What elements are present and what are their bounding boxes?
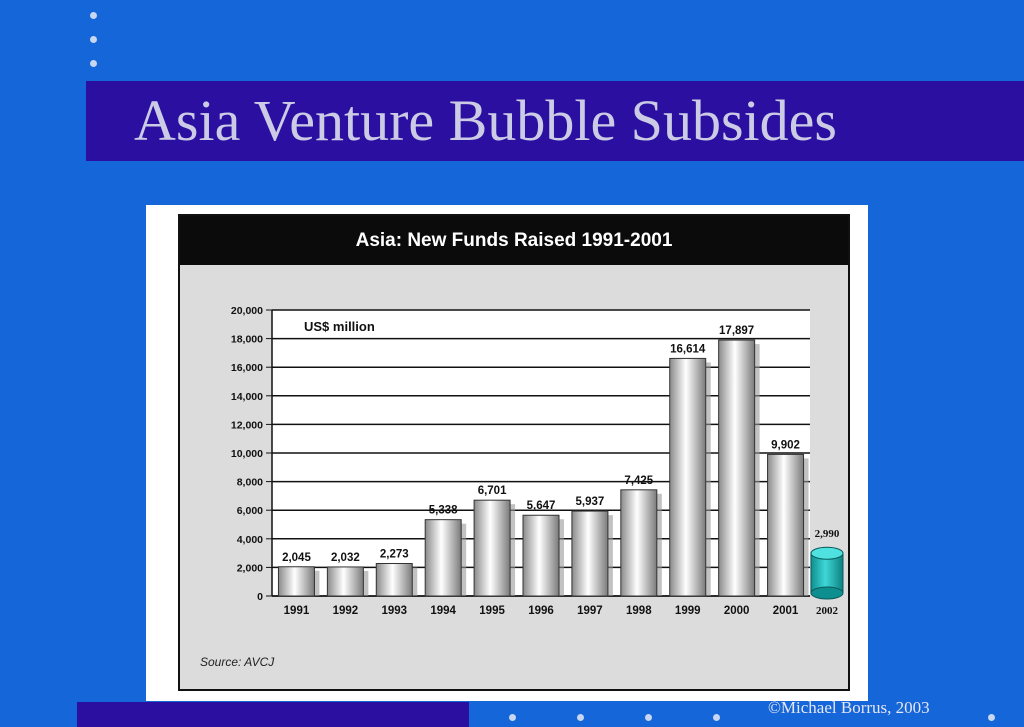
y-tick-label: 12,000 (231, 419, 263, 431)
y-tick-label: 16,000 (231, 362, 263, 374)
bar-1997 (571, 510, 609, 597)
projection-cylinder-top (810, 546, 844, 560)
x-tick-label: 1998 (626, 605, 652, 617)
decor-dot (577, 714, 584, 721)
x-tick-label: 1993 (381, 605, 407, 617)
x-tick-label: 2000 (724, 605, 750, 617)
y-tick-label: 6,000 (237, 505, 263, 517)
bar-value-label: 6,701 (478, 485, 507, 497)
bar-1995 (473, 499, 511, 597)
decor-dot (645, 714, 652, 721)
y-tick-label: 14,000 (231, 391, 263, 403)
x-tick-label: 2001 (773, 605, 799, 617)
x-tick-label: 1994 (430, 605, 456, 617)
projection-value-label: 2,990 (815, 528, 840, 540)
bar-1994 (424, 519, 462, 597)
projection-cylinder-body (810, 552, 844, 594)
y-tick-label: 18,000 (231, 334, 263, 346)
y-tick-label: 0 (257, 591, 263, 603)
bar-value-label: 5,937 (576, 496, 605, 508)
projection-category-label: 2002 (816, 605, 839, 617)
bar-1992 (326, 566, 364, 597)
bar-value-label: 2,045 (282, 552, 311, 564)
decor-dot (988, 714, 995, 721)
bar-2000 (718, 339, 756, 597)
x-tick-label: 1992 (333, 605, 359, 617)
x-tick-label: 1997 (577, 605, 603, 617)
decor-dot (90, 60, 97, 67)
bar-1991 (277, 566, 315, 597)
x-tick-label: 1991 (284, 605, 310, 617)
bar-1996 (522, 514, 560, 597)
bar-value-label: 7,425 (624, 475, 653, 487)
decor-dot (713, 714, 720, 721)
bar-value-label: 5,338 (429, 505, 458, 517)
x-tick-label: 1995 (479, 605, 505, 617)
title-band: Asia Venture Bubble Subsides (86, 81, 1024, 161)
bar-value-label: 9,902 (771, 439, 800, 451)
chart-header: Asia: New Funds Raised 1991-2001 (180, 216, 848, 265)
y-tick-label: 20,000 (231, 305, 263, 317)
bar-1998 (620, 489, 658, 597)
x-tick-label: 1999 (675, 605, 701, 617)
bar-2001 (767, 453, 805, 597)
bar-1993 (375, 562, 413, 597)
bottom-band (77, 702, 469, 727)
chart-title: Asia: New Funds Raised 1991-2001 (355, 229, 673, 251)
y-tick-label: 10,000 (231, 448, 263, 460)
copyright: ©Michael Borrus, 2003 (768, 698, 930, 717)
decor-dot (509, 714, 516, 721)
y-axis-unit-label: US$ million (304, 319, 375, 334)
slide-title: Asia Venture Bubble Subsides (134, 88, 837, 153)
y-tick-label: 8,000 (237, 477, 263, 489)
bar-value-label: 5,647 (527, 500, 556, 512)
bar-1999 (669, 357, 707, 597)
x-tick-label: 1996 (528, 605, 554, 617)
chart-source: Source: AVCJ (200, 655, 275, 669)
bar-value-label: 2,032 (331, 552, 360, 564)
bar-value-label: 16,614 (670, 343, 706, 355)
projection-cylinder-base (810, 586, 844, 600)
bar-value-label: 17,897 (719, 325, 754, 337)
decor-dot (90, 36, 97, 43)
y-tick-label: 4,000 (237, 534, 263, 546)
bar-value-label: 2,273 (380, 548, 409, 560)
decor-dot (90, 12, 97, 19)
y-tick-label: 2,000 (237, 562, 263, 574)
